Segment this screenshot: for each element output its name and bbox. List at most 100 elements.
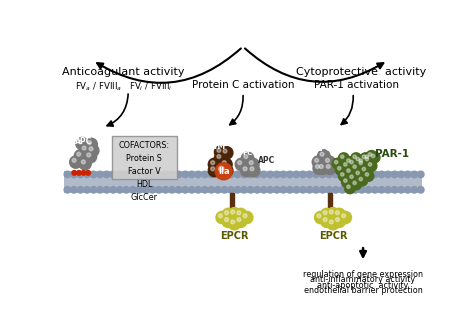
Circle shape [293, 187, 300, 193]
Circle shape [357, 159, 368, 170]
Circle shape [195, 171, 201, 178]
Circle shape [366, 151, 377, 161]
Circle shape [363, 155, 374, 166]
Circle shape [162, 187, 169, 193]
Circle shape [169, 187, 175, 193]
Circle shape [231, 210, 235, 214]
Circle shape [352, 187, 358, 193]
Text: IIa: IIa [218, 167, 229, 176]
Circle shape [64, 187, 71, 193]
Circle shape [287, 187, 293, 193]
Circle shape [323, 156, 335, 168]
Circle shape [85, 138, 97, 151]
Circle shape [345, 167, 356, 178]
Circle shape [250, 167, 254, 171]
Circle shape [385, 171, 392, 178]
Circle shape [339, 187, 346, 193]
Circle shape [306, 171, 313, 178]
Circle shape [411, 171, 418, 178]
Text: anti-inflammatory activity: anti-inflammatory activity [310, 275, 416, 284]
Circle shape [300, 171, 306, 178]
Circle shape [234, 187, 241, 193]
Circle shape [189, 187, 195, 193]
Circle shape [237, 211, 241, 215]
Text: anti-apoptotic  activity: anti-apoptotic activity [318, 281, 409, 290]
Circle shape [345, 157, 356, 168]
Circle shape [392, 171, 398, 178]
Circle shape [211, 167, 215, 171]
Circle shape [293, 171, 300, 178]
Circle shape [345, 183, 356, 194]
Circle shape [235, 208, 247, 221]
Circle shape [182, 187, 188, 193]
Circle shape [235, 158, 247, 170]
Circle shape [319, 165, 323, 168]
Text: regulation of gene expression: regulation of gene expression [303, 270, 423, 279]
Circle shape [344, 163, 347, 166]
Circle shape [280, 187, 287, 193]
Circle shape [215, 163, 232, 180]
Circle shape [362, 155, 365, 158]
Circle shape [217, 148, 221, 152]
Circle shape [280, 171, 287, 178]
Circle shape [129, 187, 136, 193]
Circle shape [208, 171, 215, 178]
Circle shape [97, 187, 103, 193]
Circle shape [341, 177, 352, 188]
Circle shape [117, 171, 123, 178]
Circle shape [340, 173, 344, 176]
Circle shape [81, 170, 86, 175]
Circle shape [357, 175, 368, 186]
Circle shape [220, 158, 232, 170]
Circle shape [117, 187, 123, 193]
Circle shape [329, 210, 333, 214]
Circle shape [359, 161, 363, 165]
Circle shape [333, 215, 346, 227]
Circle shape [359, 187, 365, 193]
Circle shape [143, 187, 149, 193]
Text: Anticoagulant activity: Anticoagulant activity [62, 67, 185, 76]
Circle shape [313, 171, 319, 178]
Circle shape [326, 165, 330, 168]
Circle shape [378, 187, 385, 193]
Circle shape [352, 171, 358, 178]
Circle shape [353, 181, 356, 185]
Circle shape [287, 171, 293, 178]
Circle shape [327, 217, 339, 230]
Circle shape [247, 164, 260, 177]
Circle shape [356, 157, 359, 161]
Circle shape [418, 187, 424, 193]
Circle shape [398, 187, 404, 193]
Circle shape [300, 187, 306, 193]
Circle shape [366, 160, 377, 171]
Circle shape [368, 163, 372, 166]
Text: EPCR: EPCR [319, 231, 347, 241]
Circle shape [91, 187, 97, 193]
Circle shape [360, 165, 371, 176]
Circle shape [339, 171, 346, 178]
Circle shape [243, 167, 247, 171]
Circle shape [315, 211, 327, 224]
Circle shape [340, 155, 344, 158]
Circle shape [129, 171, 136, 178]
Circle shape [235, 215, 247, 227]
Circle shape [351, 163, 362, 174]
Circle shape [356, 171, 359, 175]
Circle shape [97, 171, 103, 178]
Circle shape [225, 211, 228, 215]
Circle shape [404, 187, 411, 193]
Circle shape [214, 152, 227, 164]
Circle shape [103, 187, 110, 193]
Circle shape [333, 208, 346, 221]
Circle shape [71, 171, 77, 178]
Circle shape [351, 179, 362, 190]
Circle shape [334, 160, 338, 164]
Text: APC: APC [75, 137, 92, 146]
Circle shape [372, 187, 378, 193]
Circle shape [362, 167, 365, 171]
Text: COFACTORS:
Protein S
Factor V
HDL
GlcCer: COFACTORS: Protein S Factor V HDL GlcCer [119, 141, 170, 202]
Circle shape [324, 162, 336, 174]
Circle shape [350, 160, 353, 164]
Circle shape [321, 215, 333, 227]
Circle shape [149, 171, 155, 178]
